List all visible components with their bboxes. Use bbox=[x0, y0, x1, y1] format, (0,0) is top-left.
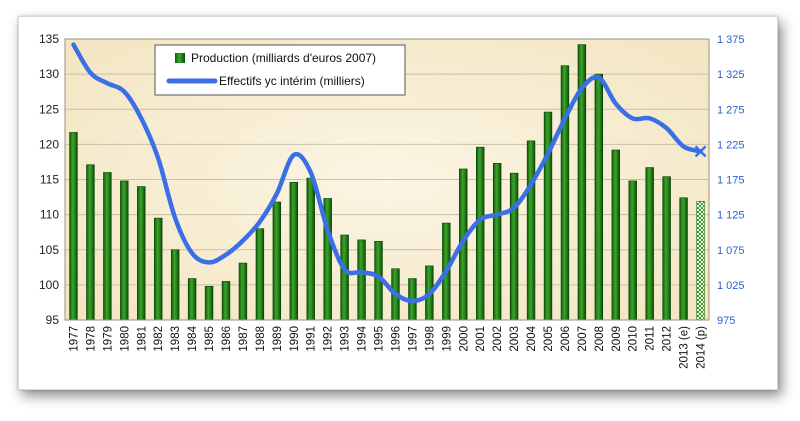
x-tick-label: 2005 bbox=[543, 326, 555, 352]
x-tick-label: 1982 bbox=[153, 326, 165, 352]
x-tick-label: 1977 bbox=[68, 326, 80, 352]
bar-1989 bbox=[272, 201, 282, 321]
x-tick-label: 2000 bbox=[458, 326, 470, 352]
bar-1979 bbox=[103, 172, 112, 321]
x-tick-label: 1990 bbox=[289, 326, 301, 352]
x-tick-label: 1998 bbox=[424, 326, 436, 352]
y-right-tick-label: 1 325 bbox=[717, 69, 745, 81]
y-left-tick-label: 115 bbox=[40, 173, 59, 187]
bar-1983 bbox=[170, 249, 180, 321]
x-tick-label: 1986 bbox=[221, 326, 233, 352]
bar-1985 bbox=[204, 285, 214, 321]
bar-2010 bbox=[628, 180, 637, 321]
x-tick-label: 1981 bbox=[136, 326, 148, 352]
x-tick-label: 2009 bbox=[611, 326, 623, 352]
y-right-tick-label: 975 bbox=[717, 315, 735, 327]
x-tick-label: 2002 bbox=[492, 326, 504, 352]
x-tick-label: 2007 bbox=[577, 326, 589, 352]
x-tick-label: 1989 bbox=[272, 326, 284, 352]
legend-box bbox=[154, 44, 406, 96]
bar-2012 bbox=[662, 176, 671, 321]
y-left-tick-label: 120 bbox=[39, 137, 59, 151]
y-right-tick-label: 1 375 bbox=[717, 34, 745, 46]
x-tick-label: 1999 bbox=[441, 326, 453, 352]
y-right-tick-label: 1 025 bbox=[717, 280, 745, 292]
x-tick-label: 1980 bbox=[119, 326, 131, 352]
x-tick-label: 1995 bbox=[374, 326, 386, 352]
bar-1990 bbox=[289, 182, 298, 321]
y-left-tick-label: 105 bbox=[39, 243, 59, 257]
x-tick-label: 1996 bbox=[390, 326, 402, 352]
y-right-tick-label: 1 275 bbox=[717, 104, 745, 116]
line-series bbox=[71, 42, 707, 304]
bar-1980 bbox=[120, 180, 129, 321]
bar-2002 bbox=[492, 163, 502, 321]
y-right-tick-label: 1 125 bbox=[717, 210, 745, 222]
y-left-tick-label: 125 bbox=[39, 102, 59, 116]
x-tick-label: 1987 bbox=[238, 326, 250, 352]
bar-1978 bbox=[86, 164, 95, 321]
bar-1993 bbox=[340, 234, 349, 321]
bar-1988 bbox=[255, 228, 265, 321]
bar-2011 bbox=[645, 167, 654, 321]
bar-1991 bbox=[306, 177, 315, 321]
bar-1986 bbox=[221, 281, 231, 321]
bar-1977 bbox=[69, 132, 78, 321]
effectifs-last-point-marker bbox=[694, 145, 707, 158]
legend-label-production: Production (milliards d'euros 2007) bbox=[191, 51, 376, 65]
legend-label-effectifs: Effectifs yc intérim (milliers) bbox=[219, 74, 365, 88]
bar-2008 bbox=[594, 73, 604, 321]
y-left-tick-label: 95 bbox=[46, 313, 60, 327]
x-tick-label: 1992 bbox=[323, 326, 335, 352]
y-left-tick-label: 135 bbox=[39, 32, 59, 46]
bar-1987 bbox=[238, 262, 248, 321]
x-tick-label: 2010 bbox=[628, 326, 640, 352]
x-tick-label: 1978 bbox=[85, 326, 97, 352]
bar-1984 bbox=[187, 278, 197, 321]
x-tick-label: 2013 (e) bbox=[679, 326, 691, 369]
x-tick-label: 1979 bbox=[102, 326, 114, 352]
x-tick-label: 1984 bbox=[187, 325, 199, 351]
y-right-tick-label: 1 225 bbox=[717, 139, 745, 151]
x-tick-label: 2004 bbox=[526, 325, 538, 351]
y-left-tick-label: 110 bbox=[40, 208, 59, 222]
y-left-tick-label: 130 bbox=[39, 67, 59, 81]
plot-border bbox=[64, 38, 710, 321]
axes: 95 100 105 110 115 120 125 130 135 975 1 025 1 075 1… bbox=[39, 32, 745, 369]
x-tick-label: 1991 bbox=[306, 326, 318, 352]
legend: Production (milliards d'euros 2007) Effe… bbox=[154, 44, 406, 96]
legend-swatch-production bbox=[175, 53, 185, 63]
x-tick-label: 2003 bbox=[509, 326, 521, 352]
y-left-tick-label: 100 bbox=[39, 278, 59, 292]
y-right-tick-label: 1 175 bbox=[717, 175, 745, 187]
bar-2004 bbox=[526, 140, 536, 321]
bar-2009 bbox=[611, 149, 620, 321]
x-tick-label: 2001 bbox=[475, 326, 487, 352]
bar-2014-p bbox=[696, 200, 705, 321]
bar-1981 bbox=[137, 186, 146, 321]
x-tick-label: 2011 bbox=[645, 326, 657, 351]
bar-2013-e bbox=[679, 197, 688, 321]
chart-frame: 95 100 105 110 115 120 125 130 135 975 1 025 1 075 1… bbox=[18, 16, 778, 390]
effectifs-line bbox=[71, 42, 703, 304]
chart-svg: 95 100 105 110 115 120 125 130 135 975 1 025 1 075 1… bbox=[39, 32, 745, 369]
bar-1982 bbox=[154, 217, 163, 321]
bar-2001 bbox=[476, 146, 485, 321]
x-tick-label: 1988 bbox=[255, 326, 267, 352]
x-tick-label: 1985 bbox=[204, 326, 216, 352]
x-tick-label: 2006 bbox=[560, 326, 572, 352]
x-tick-label: 2014 (p) bbox=[696, 326, 708, 369]
bar-2006 bbox=[560, 65, 570, 321]
x-tick-label: 2012 bbox=[662, 326, 674, 352]
bar-2003 bbox=[509, 172, 519, 321]
x-tick-label: 1997 bbox=[407, 326, 419, 352]
x-tick-label: 1994 bbox=[357, 325, 369, 351]
x-tick-label: 1983 bbox=[170, 326, 182, 352]
x-tick-label: 2008 bbox=[594, 326, 606, 352]
y-right-tick-label: 1 075 bbox=[717, 245, 745, 257]
x-tick-label: 1993 bbox=[340, 326, 352, 352]
bar-1994 bbox=[357, 239, 366, 321]
